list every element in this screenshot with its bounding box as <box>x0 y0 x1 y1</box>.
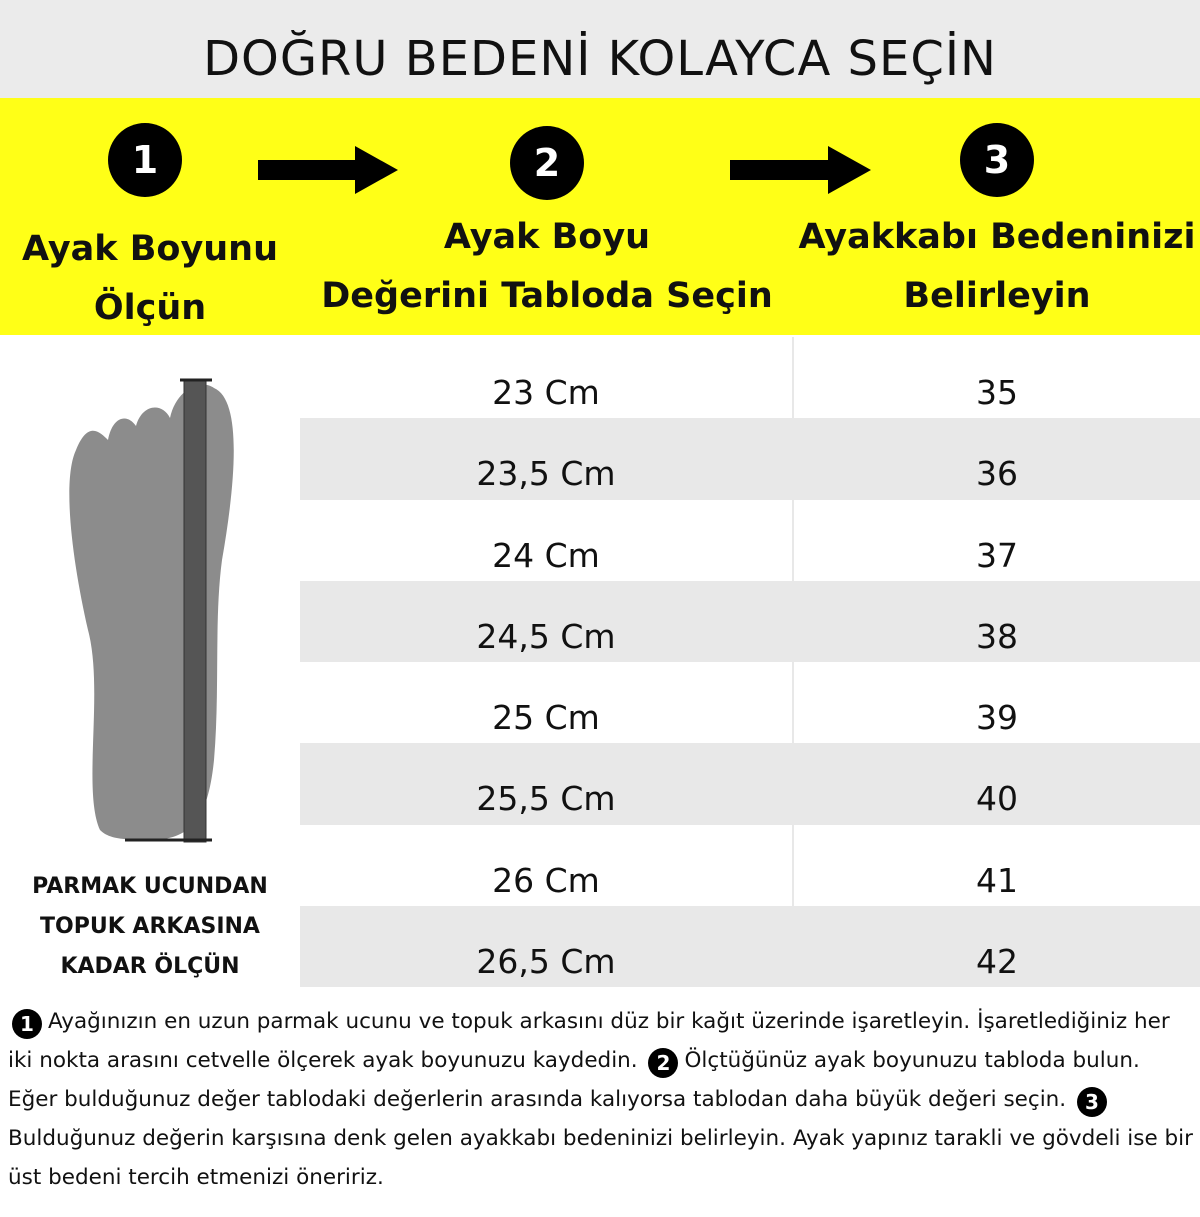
step-badge: 2 <box>648 1048 679 1078</box>
title: DOĞRU BEDENİ KOLAYCA SEÇİN <box>0 0 1200 98</box>
foot-length: 25,5 Cm <box>300 743 794 825</box>
step-label: Ayakkabı Bedeninizi Belirleyin <box>747 208 1200 326</box>
foot-length: 23,5 Cm <box>300 418 794 500</box>
foot-length: 24 Cm <box>300 499 794 581</box>
size-table: 23 Cm 35 23,5 Cm 36 24 Cm 37 24,5 Cm 38 25 Cm 39 2… <box>300 337 1200 988</box>
label-line: Belirleyin <box>903 276 1091 316</box>
arrow <box>258 146 398 194</box>
step-label: Ayak Boyu Değerini Tabloda Seçin <box>297 208 797 326</box>
caption-line: PARMAK UCUNDAN <box>32 874 268 899</box>
step-label: Ayak Boyunu Ölçün <box>0 220 400 338</box>
foot-caption: PARMAK UCUNDAN TOPUK ARKASINA KADAR ÖLÇÜ… <box>0 867 300 987</box>
step-badge: 1 <box>12 1009 42 1039</box>
shoe-size: 39 <box>976 698 1018 738</box>
foot-length: 26,5 Cm <box>300 906 794 988</box>
label-line: Ayak Boyu <box>443 217 651 257</box>
caption-line: TOPUK ARKASINA <box>40 914 260 939</box>
foot-length: 23 Cm <box>300 337 794 419</box>
shoe-size: 36 <box>976 454 1018 494</box>
foot-length: 25 Cm <box>300 662 794 744</box>
label-line: Ölçün <box>93 288 207 328</box>
caption-line: KADAR ÖLÇÜN <box>60 954 240 979</box>
ruler <box>183 379 207 843</box>
foot <box>69 384 234 840</box>
foot-illustration <box>69 378 234 843</box>
step-number: 2 <box>510 126 584 200</box>
step-badge: 3 <box>1076 1087 1107 1117</box>
arrow <box>730 146 871 194</box>
table-row: 24,5 Cm 38 <box>300 580 1200 663</box>
shoe-size: 40 <box>976 779 1018 819</box>
label-line: Değerini Tabloda Seçin <box>321 276 773 316</box>
shoe-size: 41 <box>976 860 1018 900</box>
table-row: 26,5 Cm 42 <box>300 906 1200 988</box>
instruction-text: Ölçtüğünüz ayak boyunuzu tabloda bulun. … <box>8 1048 1140 1112</box>
foot-length: 24,5 Cm <box>300 580 794 663</box>
shoe-size: 42 <box>976 942 1018 982</box>
table-row: 25 Cm 39 <box>300 662 1200 744</box>
instruction-text: Bulduğunuz değerin karşısına denk gelen … <box>8 1126 1193 1190</box>
shoe-size: 37 <box>976 535 1018 575</box>
shoe-size: 38 <box>976 616 1018 656</box>
instructions: 1 Ayağınızın en uzun parmak ucunu ve topu… <box>8 1002 1193 1197</box>
step-number: 3 <box>960 123 1034 197</box>
table-row: 23,5 Cm 36 <box>300 418 1200 500</box>
foot-length: 26 Cm <box>300 824 794 907</box>
arrows <box>258 146 871 194</box>
instruction-text: Ayağınızın en uzun parmak ucunu ve topuk… <box>8 1009 1170 1073</box>
table-row: 24 Cm 37 <box>300 499 1200 581</box>
label-line: Ayak Boyunu <box>21 229 279 269</box>
shoe-size: 35 <box>976 373 1018 412</box>
table-row: 25,5 Cm 40 <box>300 743 1200 825</box>
table-row: 26 Cm 41 <box>300 824 1200 907</box>
table-row: 23 Cm 35 <box>300 337 1200 419</box>
label-line: Ayakkabı Bedeninizi <box>798 217 1196 257</box>
step-number: 1 <box>108 123 182 197</box>
